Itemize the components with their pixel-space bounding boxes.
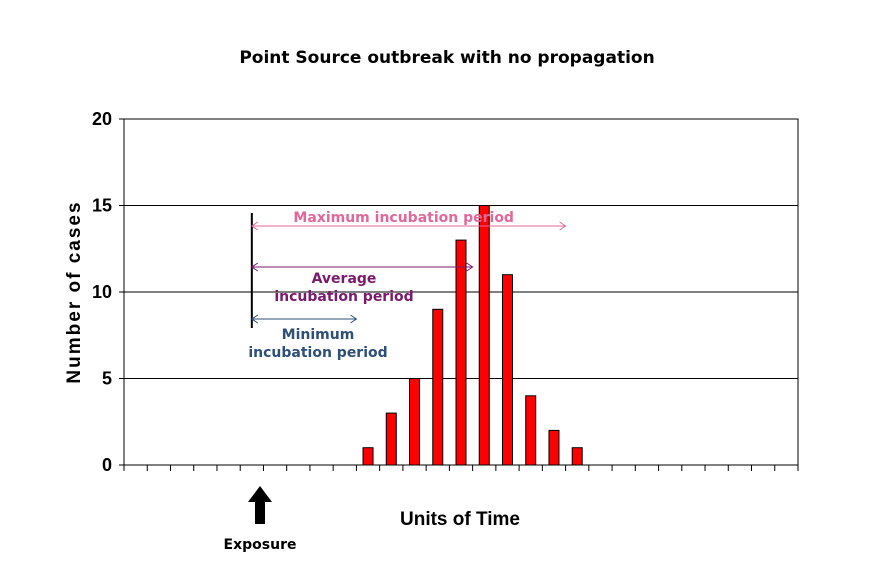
y-axis-ticks: 0 5 10 15 20 xyxy=(92,109,124,475)
bar xyxy=(409,378,421,466)
bar xyxy=(362,447,374,466)
y-tick-label: 10 xyxy=(92,282,112,302)
arrowhead-right-icon xyxy=(466,262,474,272)
exposure-label: Exposure xyxy=(224,537,297,553)
incubation-label: incubation period xyxy=(248,345,387,361)
bar xyxy=(432,308,444,466)
incubation-label: Average xyxy=(312,271,377,287)
bar xyxy=(525,395,537,466)
bars xyxy=(362,205,583,466)
arrowhead-left-icon xyxy=(250,314,259,324)
incubation-label: incubation period xyxy=(274,289,413,305)
x-axis-ticks xyxy=(123,465,799,471)
chart-title: Point Source outbreak with no propagatio… xyxy=(239,48,654,68)
arrowhead-right-icon xyxy=(350,314,358,324)
y-tick-label: 5 xyxy=(102,369,112,389)
exposure-arrow-icon xyxy=(248,486,272,524)
bar xyxy=(548,429,560,466)
bar xyxy=(501,274,513,466)
bar xyxy=(478,205,490,466)
arrowhead-left-icon xyxy=(250,262,259,272)
bar xyxy=(385,412,397,466)
y-tick-label: 20 xyxy=(92,109,112,129)
incubation-label: Maximum incubation period xyxy=(293,210,514,226)
arrowhead-left-icon xyxy=(250,221,259,231)
arrowhead-right-icon xyxy=(559,221,567,231)
incubation-label: Minimum xyxy=(282,327,355,343)
bar xyxy=(571,447,583,466)
y-tick-label: 0 xyxy=(102,455,112,475)
bar xyxy=(455,239,467,466)
x-axis-label: Units of Time xyxy=(400,509,520,530)
y-tick-label: 15 xyxy=(92,196,112,216)
y-axis-label: Number of cases xyxy=(64,200,85,383)
incubation-annotations: Maximum incubation period Average incubati… xyxy=(248,210,567,361)
